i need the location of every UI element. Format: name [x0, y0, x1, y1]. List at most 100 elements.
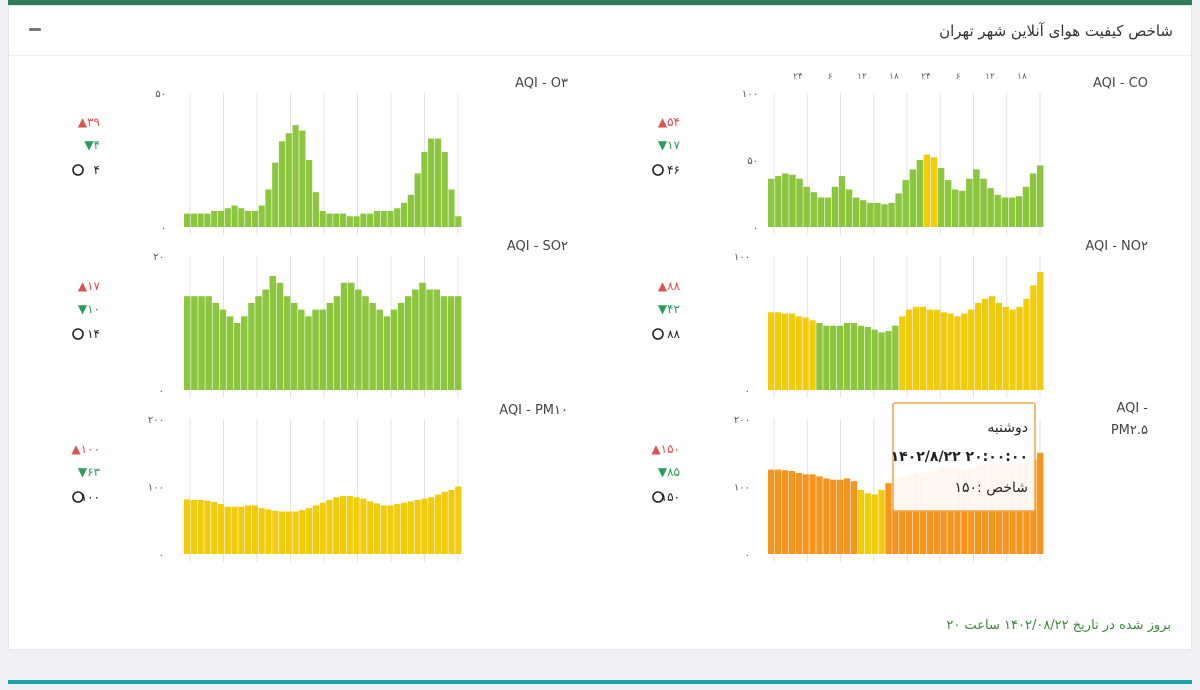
bar	[326, 302, 334, 390]
bar	[414, 173, 421, 227]
bar	[795, 473, 802, 554]
tooltip-value: شاخص :۱۵۰	[954, 480, 1028, 496]
bar	[1037, 272, 1044, 390]
bar	[867, 202, 874, 227]
bar	[360, 213, 367, 227]
bar	[353, 216, 360, 227]
bar	[312, 309, 319, 390]
bar	[1002, 306, 1009, 390]
bar	[255, 296, 262, 390]
page-title: شاخص کیفیت هوای آنلاین شهر تهران	[939, 22, 1173, 40]
bar	[339, 213, 347, 227]
bar	[197, 213, 204, 227]
bar	[947, 313, 954, 390]
bar	[428, 138, 435, 227]
bar	[346, 495, 353, 554]
bar	[802, 474, 809, 554]
bar	[1022, 186, 1030, 227]
bar	[184, 499, 191, 554]
bar	[421, 151, 428, 227]
bar	[299, 130, 306, 227]
minus-icon[interactable]	[29, 28, 41, 31]
stat-max: ▲۸۸	[658, 279, 681, 293]
bar	[414, 500, 421, 554]
clock-icon	[652, 164, 664, 176]
bar	[238, 208, 245, 227]
bar	[400, 502, 408, 554]
bar	[803, 186, 810, 227]
bar	[810, 192, 817, 227]
bar	[397, 302, 405, 390]
bar	[837, 325, 844, 390]
y-tick-label: ۰	[745, 386, 750, 397]
stat-min: ▼۸۵	[658, 465, 680, 479]
bar	[796, 178, 803, 227]
bar	[231, 205, 238, 227]
bar	[448, 489, 455, 554]
bar	[906, 474, 913, 554]
stat-current: ۱۵۰	[661, 490, 680, 504]
hour-label: ۶	[828, 72, 833, 82]
bar	[830, 325, 837, 390]
chart-title: AQI - PM۱۰	[499, 403, 568, 418]
bar	[816, 476, 823, 554]
bar	[387, 505, 394, 554]
bar	[823, 325, 830, 390]
bar	[285, 511, 292, 554]
bar	[428, 497, 435, 554]
bar	[774, 469, 782, 554]
bar	[995, 302, 1002, 390]
bar	[895, 193, 902, 227]
bar	[290, 302, 298, 390]
stat-current: ۴	[94, 163, 100, 177]
chart-title-part: PM۲.۵	[1111, 423, 1148, 438]
bar	[774, 312, 782, 390]
bar	[269, 276, 277, 390]
y-tick-label: ۰	[159, 550, 164, 561]
bar	[959, 190, 966, 227]
bar	[1037, 452, 1044, 554]
stat-min: ▼۴	[84, 138, 100, 152]
bar	[248, 302, 255, 390]
bar	[362, 296, 369, 390]
clock-icon	[72, 328, 84, 340]
bar	[830, 479, 837, 554]
bar	[278, 511, 286, 554]
bar	[888, 202, 895, 227]
bar	[306, 508, 313, 554]
clock-icon	[72, 164, 84, 176]
clock-icon	[652, 328, 664, 340]
bar	[987, 188, 994, 227]
y-tick-label: ۱۰۰	[734, 252, 750, 263]
bar	[217, 210, 225, 227]
bar	[968, 309, 975, 390]
bar	[1016, 306, 1023, 390]
bar	[952, 189, 959, 227]
bar	[219, 309, 227, 390]
bar	[400, 202, 408, 227]
chart-so2: AQI - SO۲ ۰ ۲۰ ▲۱۷ ▼۱۰ ۱۴	[72, 239, 568, 398]
bar	[919, 306, 927, 390]
stat-current: ۴۶	[667, 163, 680, 177]
bar	[1015, 196, 1023, 227]
clock-icon	[72, 491, 84, 503]
y-tick-label: ۲۰۰	[734, 415, 750, 426]
bar	[930, 157, 938, 227]
bar	[902, 180, 909, 227]
bar	[441, 491, 448, 554]
bar	[292, 511, 299, 554]
bar	[909, 169, 917, 227]
bar	[881, 204, 888, 227]
bar	[923, 154, 931, 227]
bar	[205, 296, 212, 390]
bar	[782, 173, 789, 227]
bar	[937, 168, 945, 227]
bar	[916, 160, 924, 227]
bar	[455, 216, 462, 227]
bar	[326, 500, 333, 554]
bar	[373, 210, 381, 227]
stat-max: ▲۱۰۰	[71, 442, 100, 456]
bar	[802, 317, 809, 390]
bar	[850, 323, 858, 390]
stat-min: ▼۱۷	[658, 138, 681, 152]
